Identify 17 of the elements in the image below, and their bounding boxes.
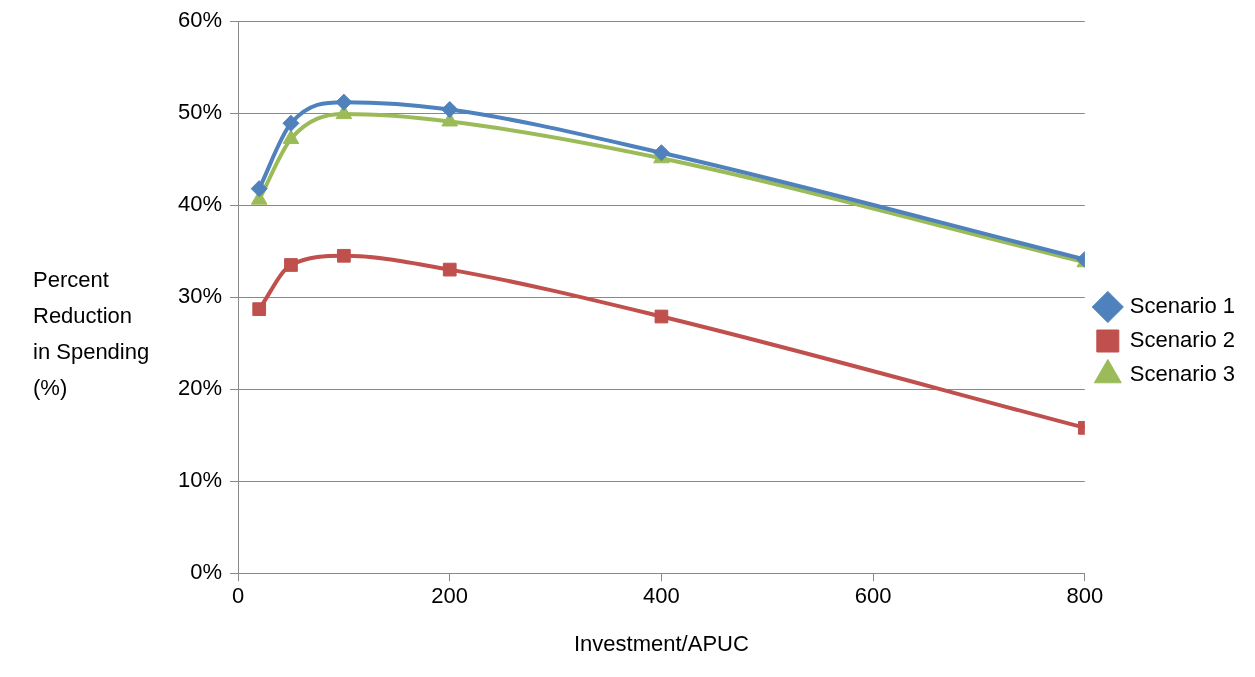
y-tick-label: 40% [177, 191, 223, 217]
x-axis-title: Investment/APUC [574, 630, 749, 656]
y-tick-label: 10% [177, 467, 223, 493]
y-tick-label: 30% [177, 283, 223, 309]
x-tick-label: 0 [231, 583, 245, 609]
legend-label: Scenario 2 [1129, 327, 1236, 353]
y-tick-label: 20% [177, 375, 223, 401]
y-axis-title: Percent Reduction in Spending (%) [33, 266, 151, 402]
y-tick-label: 0% [190, 559, 223, 585]
legend-label: Scenario 3 [1129, 361, 1236, 387]
legend-label: Scenario 1 [1129, 293, 1236, 319]
x-tick-label: 200 [431, 583, 469, 609]
y-tick-label: 50% [177, 99, 223, 125]
x-tick-label: 600 [854, 583, 892, 609]
x-tick-label: 400 [643, 583, 680, 609]
y-tick-label: 60% [177, 7, 223, 33]
x-tick-label: 800 [1066, 583, 1104, 609]
